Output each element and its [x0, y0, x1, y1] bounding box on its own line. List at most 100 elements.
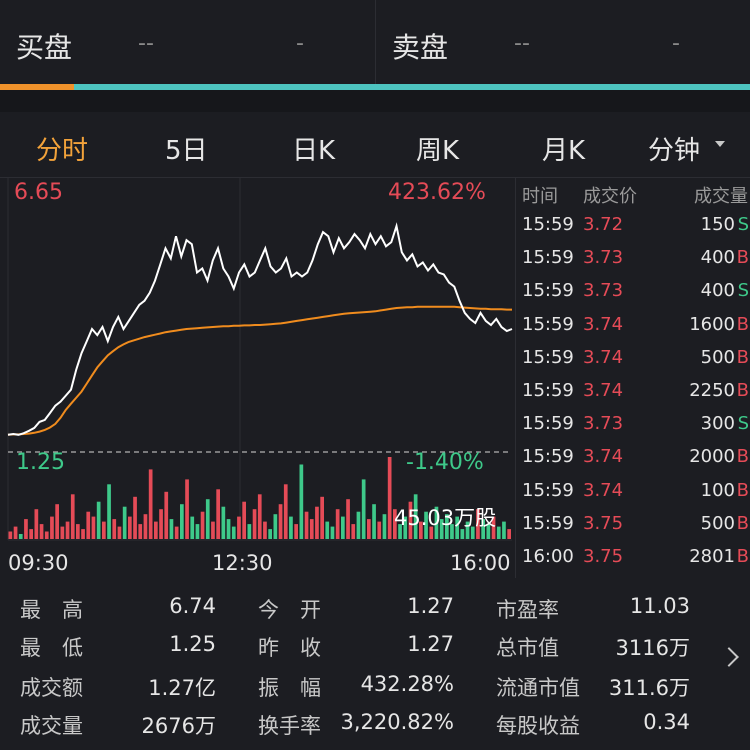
buy-sell-ratio-bar	[0, 84, 750, 90]
volume-bar	[117, 526, 122, 539]
stat-value-market-cap: 3116万	[615, 636, 690, 660]
trade-side-flag: B	[736, 512, 749, 534]
volume-bar	[76, 524, 80, 539]
tab-daily-k[interactable]: 日K	[292, 136, 336, 166]
volume-bar	[445, 514, 449, 539]
stat-label-market-cap: 总市值	[496, 636, 559, 660]
trade-row: 15:59 3.72 150 S	[516, 214, 750, 247]
volume-bar	[252, 509, 257, 539]
trade-price: 3.73	[583, 413, 624, 435]
volume-bar	[13, 526, 18, 539]
trade-header-price: 成交价	[583, 186, 637, 207]
volume-bar	[263, 521, 267, 539]
volume-bar	[65, 521, 70, 539]
trade-side-flag: B	[736, 546, 749, 567]
volume-bars	[8, 457, 511, 539]
volume-bar	[226, 519, 231, 539]
tab-5day[interactable]: 5日	[165, 136, 208, 166]
trade-header-volume: 成交量	[694, 186, 748, 207]
volume-bar	[18, 534, 23, 539]
trade-side-flag: B	[736, 313, 749, 335]
chart-svg	[7, 178, 513, 541]
volume-bar	[315, 506, 319, 539]
volume-bar	[169, 519, 174, 539]
stat-label-turnover-rate: 换手率	[258, 714, 321, 738]
tab-minute[interactable]: 分钟	[648, 136, 701, 166]
volume-bar	[429, 526, 434, 539]
y-min-label: 1.25	[16, 450, 65, 475]
volume-bar	[496, 526, 501, 539]
buy-ratio-fill	[0, 84, 75, 90]
volume-bar	[96, 501, 101, 539]
volume-bar	[44, 531, 49, 539]
volume-bar	[465, 521, 470, 539]
volume-bar	[216, 489, 220, 539]
stat-label-low: 最 低	[20, 636, 83, 660]
stat-value-volume: 2676万	[141, 714, 216, 738]
trade-price: 3.74	[583, 313, 624, 335]
volume-bar	[377, 521, 382, 539]
volume-max-label: 45.03万股	[394, 506, 497, 530]
trade-side-flag: S	[737, 413, 749, 435]
volume-bar	[325, 521, 330, 539]
intraday-chart[interactable]: 6.65 423.62% 1.25 -1.40% 45.03万股 09:30 1…	[0, 178, 515, 578]
volume-bar	[460, 529, 465, 539]
trade-side-flag: B	[736, 346, 749, 368]
stat-value-high: 6.74	[169, 594, 216, 618]
trade-volume: 150	[700, 214, 735, 235]
trade-price: 3.75	[583, 512, 624, 534]
stat-value-low: 1.25	[169, 632, 216, 656]
buy-side: 买盘 -- -	[0, 0, 375, 84]
volume-bar	[424, 511, 428, 539]
volume-bar	[8, 531, 13, 539]
trade-time: 15:59	[522, 380, 574, 401]
price-line	[7, 222, 513, 436]
volume-bar	[122, 506, 127, 539]
stat-value-eps: 0.34	[643, 710, 690, 734]
trade-row: 16:00 3.75 2801 B	[516, 546, 750, 579]
x-tick-1230: 12:30	[212, 551, 273, 575]
volume-bar	[200, 511, 205, 539]
volume-bar	[486, 524, 491, 539]
stat-value-prev-close: 1.27	[407, 632, 454, 656]
trade-volume: 1600	[689, 313, 735, 335]
tab-intraday[interactable]: 分时	[36, 136, 89, 166]
trade-time: 15:59	[522, 512, 574, 534]
trade-side-flag: B	[736, 479, 749, 501]
volume-bar	[283, 484, 288, 539]
tab-weekly-k[interactable]: 周K	[416, 136, 460, 166]
trade-volume: 500	[700, 512, 735, 534]
chevron-down-icon[interactable]	[715, 141, 725, 147]
volume-bar	[278, 504, 283, 539]
volume-bar	[154, 521, 158, 539]
sell-label: 卖盘	[392, 31, 449, 64]
volume-bar	[221, 506, 226, 539]
volume-bar	[439, 519, 444, 539]
volume-bar	[112, 519, 117, 539]
section-gap	[0, 90, 750, 112]
trade-time: 15:59	[522, 479, 574, 501]
trade-time: 15:59	[522, 446, 574, 468]
volume-bar	[50, 516, 54, 539]
trade-list[interactable]: 时间 成交价 成交量 15:59 3.72 150 S 15:59 3.73 400 B 15:…	[515, 178, 750, 578]
volume-bar	[455, 516, 459, 539]
buy-volume: -	[296, 31, 304, 56]
trade-side-flag: B	[736, 380, 749, 401]
trade-time: 15:59	[522, 247, 574, 269]
stat-label-open: 今 开	[258, 598, 321, 622]
tab-monthly-k[interactable]: 月K	[542, 136, 586, 166]
volume-bar	[91, 516, 96, 539]
trade-price: 3.72	[583, 214, 624, 235]
volume-bar	[268, 529, 272, 539]
trade-time: 15:59	[522, 413, 574, 435]
trade-volume: 400	[700, 247, 735, 269]
trade-price: 3.74	[583, 446, 624, 468]
volume-bar	[408, 501, 413, 539]
volume-bar	[476, 509, 480, 539]
stat-value-open: 1.27	[407, 594, 454, 618]
stat-value-float-cap: 311.6万	[608, 676, 690, 700]
volume-bar	[294, 524, 298, 539]
volume-bar	[81, 529, 85, 539]
volume-bar	[304, 511, 309, 539]
trade-row: 15:59 3.73 400 B	[516, 247, 750, 280]
